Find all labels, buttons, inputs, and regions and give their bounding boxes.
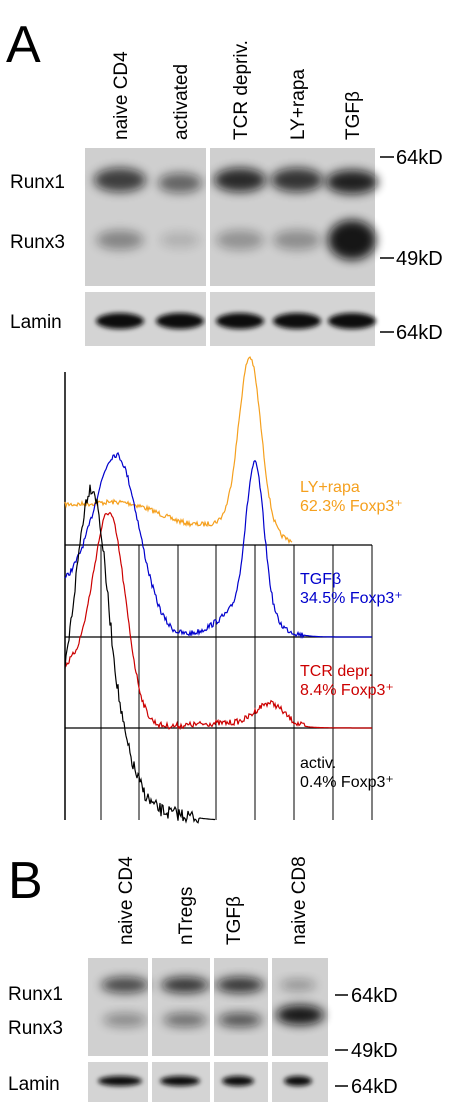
blot-band <box>284 1076 312 1086</box>
blot-band <box>161 977 209 993</box>
blot <box>88 1062 328 1102</box>
blot <box>85 148 378 286</box>
blot-band <box>273 230 321 250</box>
blot-band <box>102 234 138 246</box>
marker-label: 49kD <box>396 248 443 270</box>
histogram-label: 8.4% Foxp3⁺ <box>300 682 394 699</box>
lane-label: TGFβ <box>343 91 364 140</box>
blot-band <box>328 220 376 260</box>
blot-band <box>280 979 316 991</box>
histogram-label: 0.4% Foxp3⁺ <box>300 774 394 791</box>
lane-gap <box>210 1062 214 1102</box>
blot-band <box>328 313 376 329</box>
blot-band <box>218 1013 262 1027</box>
band-label: Lamin <box>8 1074 60 1095</box>
lane-gap <box>206 292 210 346</box>
lane-gap <box>210 958 214 1056</box>
histogram-curve <box>64 356 293 545</box>
blot-band <box>158 173 202 193</box>
lane-label: naive CD4 <box>111 51 132 140</box>
blot-band <box>103 1013 147 1027</box>
blot-band <box>216 313 264 329</box>
blot <box>85 292 376 346</box>
marker-label: 64kD <box>396 322 443 344</box>
lane-gap <box>268 1062 272 1102</box>
lane-label: TCR depriv. <box>231 40 252 140</box>
blot-band <box>216 230 264 250</box>
blot-band <box>276 1005 324 1025</box>
histogram-label: activ. <box>300 755 336 772</box>
panel-label: B <box>8 852 43 910</box>
marker-label: 64kD <box>351 985 398 1007</box>
histogram-curve <box>64 484 215 824</box>
histogram-curve <box>64 451 372 639</box>
lane-label: LY+rapa <box>288 69 309 140</box>
marker-label: 49kD <box>351 1040 398 1062</box>
band-label: Runx3 <box>8 1018 63 1039</box>
lane-label: naive CD4 <box>116 856 137 945</box>
panel-label: A <box>6 16 41 74</box>
lane-gap <box>148 1062 152 1102</box>
band-label: Runx1 <box>10 172 65 193</box>
histogram-label: TCR depr. <box>300 663 373 680</box>
blot-band <box>160 232 200 248</box>
blot-band <box>271 168 323 192</box>
blot-band <box>216 977 264 993</box>
lane-label: nTregs <box>176 887 197 945</box>
lane-label: activated <box>171 64 192 140</box>
histogram-label: LY+rapa <box>300 479 360 496</box>
marker-label: 64kD <box>396 147 443 169</box>
blot-band <box>326 170 378 194</box>
blot-band <box>96 313 144 329</box>
blot-band <box>214 168 266 192</box>
blot-band <box>156 313 204 329</box>
histogram-overlay <box>64 356 373 824</box>
histogram-label: 62.3% Foxp3⁺ <box>300 498 403 515</box>
blot-band <box>98 1076 142 1086</box>
band-label: Lamin <box>10 312 62 333</box>
blot-band <box>160 1076 200 1086</box>
histogram-label: TGFβ <box>300 571 341 588</box>
marker-label: 64kD <box>351 1076 398 1098</box>
blot <box>88 958 328 1056</box>
blot-band <box>222 1076 254 1086</box>
lane-gap <box>206 148 210 286</box>
blot-band <box>94 168 146 192</box>
lane-label: naive CD8 <box>289 856 310 945</box>
histogram-curve <box>65 511 372 731</box>
blot-band <box>273 313 321 329</box>
histogram-label: 34.5% Foxp3⁺ <box>300 590 403 607</box>
lane-gap <box>268 958 272 1056</box>
lane-label: TGFβ <box>224 896 245 945</box>
band-label: Runx3 <box>10 232 65 253</box>
band-label: Runx1 <box>8 984 63 1005</box>
blot-band <box>101 977 149 993</box>
lane-gap <box>148 958 152 1056</box>
blot-band <box>163 1013 207 1027</box>
